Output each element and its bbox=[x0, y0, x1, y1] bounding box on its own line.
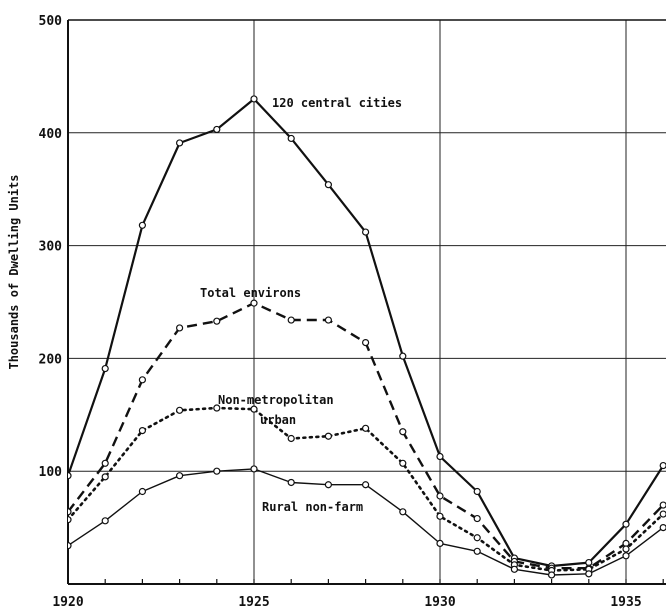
data-point bbox=[436, 539, 444, 547]
data-point bbox=[176, 406, 184, 414]
data-point bbox=[213, 125, 221, 134]
series-line bbox=[68, 406, 665, 572]
tick-labels: 100 200 300 400 500 1920 1925 1930 1935 bbox=[39, 14, 642, 610]
data-point bbox=[68, 508, 72, 516]
series-lines bbox=[68, 95, 666, 579]
y-axis-label: Thousands of Dwelling Units bbox=[7, 174, 21, 369]
x-tick-label: 1930 bbox=[424, 595, 455, 610]
data-point bbox=[362, 481, 370, 489]
data-point bbox=[287, 316, 295, 324]
data-point bbox=[399, 352, 407, 360]
data-point bbox=[213, 317, 221, 325]
data-point bbox=[176, 324, 184, 332]
data-point bbox=[138, 487, 146, 496]
data-point bbox=[101, 473, 109, 481]
series-rural-non-farm bbox=[68, 465, 666, 579]
data-point bbox=[622, 552, 630, 560]
data-point bbox=[659, 461, 666, 470]
data-point bbox=[250, 465, 258, 473]
data-point bbox=[250, 299, 258, 307]
data-point bbox=[287, 434, 295, 443]
data-point bbox=[622, 545, 630, 553]
data-point bbox=[138, 221, 146, 229]
series-label: Non-metropolitan bbox=[218, 393, 334, 407]
data-point bbox=[473, 487, 481, 496]
data-point bbox=[585, 570, 593, 578]
data-point bbox=[287, 134, 295, 143]
data-point bbox=[399, 459, 407, 467]
data-point bbox=[68, 472, 72, 480]
data-point bbox=[324, 432, 332, 440]
data-point bbox=[101, 459, 109, 467]
data-point bbox=[324, 181, 332, 189]
data-point bbox=[138, 426, 146, 435]
series-total-environs bbox=[68, 299, 666, 572]
data-point bbox=[547, 571, 556, 579]
data-point bbox=[324, 481, 332, 489]
series-line bbox=[68, 97, 665, 568]
data-point bbox=[250, 405, 258, 413]
data-point bbox=[362, 339, 370, 347]
data-point bbox=[287, 478, 295, 487]
series-labels: 120 central cities Total environs Non-metr… bbox=[200, 96, 402, 514]
y-tick-label: 100 bbox=[39, 465, 63, 480]
data-point bbox=[362, 228, 370, 236]
data-point bbox=[622, 520, 630, 528]
series-label: 120 central cities bbox=[272, 96, 402, 110]
data-point bbox=[510, 565, 519, 573]
series-label: Total environs bbox=[200, 286, 301, 300]
data-point bbox=[68, 516, 72, 524]
data-point bbox=[176, 472, 184, 480]
data-point bbox=[473, 514, 481, 523]
data-point bbox=[138, 376, 146, 384]
data-point bbox=[399, 508, 407, 516]
data-point bbox=[659, 524, 666, 532]
data-point bbox=[213, 467, 221, 475]
series-label: urban bbox=[260, 413, 296, 427]
data-point bbox=[399, 428, 407, 436]
data-point bbox=[436, 452, 444, 461]
series-non-metropolitan-urban bbox=[68, 404, 666, 575]
data-point bbox=[213, 404, 221, 412]
y-tick-label: 400 bbox=[39, 127, 63, 142]
data-point bbox=[324, 316, 332, 324]
data-point bbox=[659, 501, 666, 509]
data-point bbox=[68, 542, 72, 550]
data-point bbox=[436, 512, 444, 520]
data-point bbox=[436, 492, 444, 500]
data-point bbox=[473, 547, 481, 555]
axes bbox=[67, 19, 666, 585]
y-tick-label: 200 bbox=[39, 352, 63, 367]
series-label: Rural non-farm bbox=[262, 500, 363, 514]
data-point bbox=[362, 424, 370, 432]
data-point bbox=[101, 364, 109, 373]
y-tick-label: 500 bbox=[39, 14, 63, 29]
x-tick-label: 1920 bbox=[52, 595, 83, 610]
data-point bbox=[473, 534, 481, 542]
data-point bbox=[659, 510, 666, 518]
x-tick-label: 1925 bbox=[238, 595, 269, 610]
data-point bbox=[101, 517, 109, 525]
data-point bbox=[176, 139, 184, 147]
series-120-central-cities bbox=[68, 95, 666, 570]
x-tick-label: 1935 bbox=[610, 595, 641, 610]
data-point bbox=[250, 95, 258, 103]
y-tick-label: 300 bbox=[39, 240, 63, 255]
